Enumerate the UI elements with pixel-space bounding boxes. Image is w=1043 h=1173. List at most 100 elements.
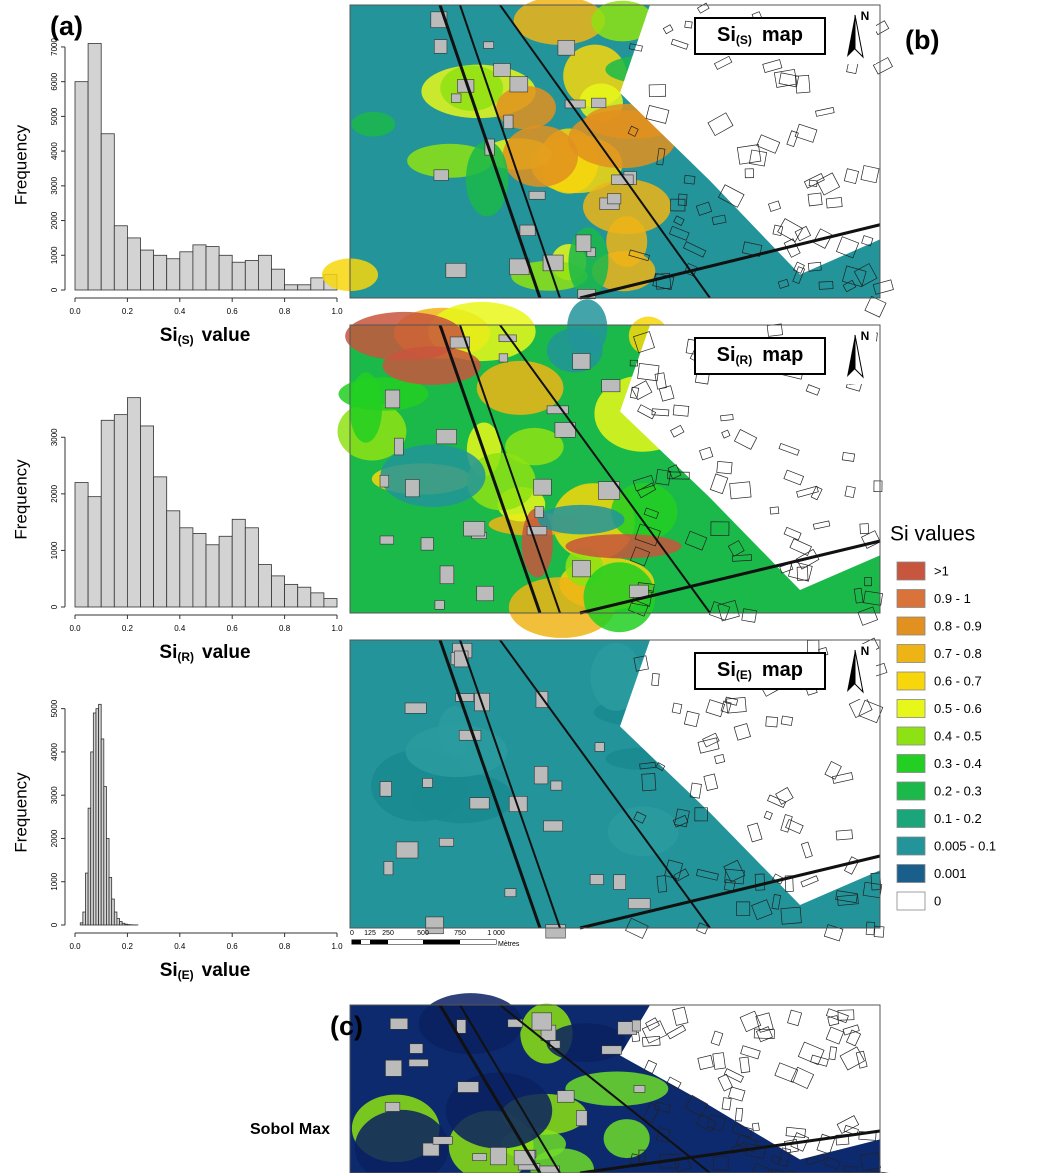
building <box>733 723 751 741</box>
bar <box>297 284 312 291</box>
y-tick-label: 1000 <box>50 872 59 890</box>
building <box>572 560 591 578</box>
building <box>812 228 833 249</box>
scale-label: 1 000 <box>487 930 505 937</box>
legend-swatch <box>896 644 926 663</box>
road <box>499 324 711 614</box>
north-arrow <box>854 14 864 59</box>
bar <box>257 564 272 608</box>
building <box>767 794 787 808</box>
building <box>769 506 780 515</box>
building <box>645 105 670 124</box>
map-patch <box>513 0 606 45</box>
building <box>837 1009 855 1021</box>
building <box>670 198 686 212</box>
bar <box>218 535 233 608</box>
x-tick-label: 0.8 <box>279 624 291 633</box>
building <box>709 601 731 621</box>
building <box>699 446 714 461</box>
building <box>420 537 434 551</box>
building <box>815 107 835 117</box>
y-tick-label: 2000 <box>50 211 59 229</box>
map <box>349 993 890 1173</box>
building <box>843 168 860 185</box>
building <box>638 1149 646 1162</box>
building <box>721 429 731 439</box>
map-patch <box>338 377 429 411</box>
building <box>498 353 509 363</box>
building <box>504 888 517 898</box>
map-title-sub: (S) <box>736 33 752 47</box>
building <box>379 781 392 797</box>
building <box>627 125 639 137</box>
building <box>483 41 494 49</box>
x-label-rest: value <box>202 642 251 663</box>
bar <box>231 261 246 291</box>
building <box>845 1029 862 1047</box>
road <box>438 639 542 929</box>
building <box>572 353 591 370</box>
building <box>575 234 592 252</box>
road <box>459 324 561 614</box>
building <box>702 732 720 748</box>
building <box>695 868 719 881</box>
building <box>666 1024 687 1040</box>
y-tick-label: 5000 <box>50 699 59 717</box>
building <box>655 1127 671 1143</box>
building <box>458 730 482 741</box>
building <box>807 261 822 272</box>
building <box>762 59 783 74</box>
building <box>773 68 798 88</box>
building <box>818 280 834 290</box>
building <box>785 1126 806 1139</box>
building <box>747 822 763 843</box>
scale-label: 0 <box>350 930 354 937</box>
building <box>576 1110 588 1126</box>
building <box>695 201 713 216</box>
road <box>438 1004 542 1173</box>
x-label-rest: value <box>202 325 251 346</box>
y-tick-label: 0 <box>50 604 59 609</box>
building <box>545 924 566 939</box>
building <box>629 386 640 399</box>
building <box>775 787 794 805</box>
building <box>594 742 605 752</box>
building <box>724 868 745 885</box>
building <box>739 1010 762 1033</box>
building <box>720 414 734 422</box>
building <box>771 894 782 910</box>
bar <box>192 244 207 291</box>
building <box>727 540 745 557</box>
building <box>723 879 736 892</box>
building <box>641 1035 661 1047</box>
building <box>633 1085 646 1093</box>
building <box>672 814 689 828</box>
building <box>717 1073 734 1092</box>
bar <box>192 533 207 608</box>
building <box>839 1046 865 1071</box>
building <box>684 262 698 277</box>
road <box>459 639 561 929</box>
building <box>723 859 746 883</box>
bar <box>127 397 141 608</box>
legend-label: 0.6 - 0.7 <box>934 673 982 688</box>
building <box>800 875 819 888</box>
bar <box>323 598 338 608</box>
building <box>439 565 455 585</box>
building <box>476 585 494 602</box>
road <box>438 4 542 299</box>
building <box>389 1018 409 1030</box>
building <box>796 566 809 581</box>
building <box>796 485 819 498</box>
building <box>837 894 859 906</box>
building <box>848 695 873 719</box>
building <box>564 99 586 109</box>
building <box>637 404 657 420</box>
legend-label: 0.9 - 1 <box>934 591 971 606</box>
bar <box>205 544 220 608</box>
x-label-base: Si <box>160 960 178 981</box>
map-patch <box>505 427 564 466</box>
x-tick-label: 0.8 <box>279 307 291 316</box>
building <box>790 1066 815 1090</box>
urban-area <box>620 5 880 275</box>
